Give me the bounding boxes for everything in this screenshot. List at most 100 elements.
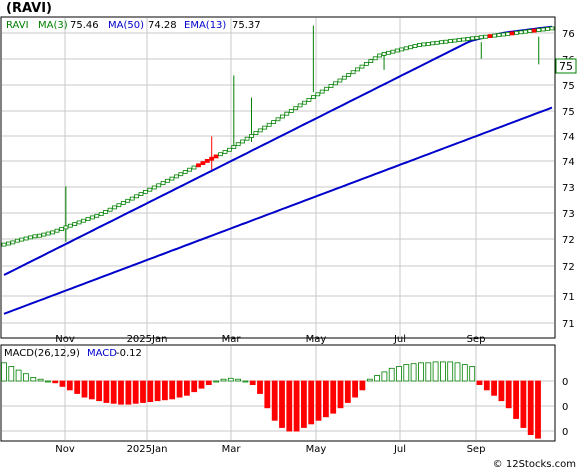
- candle: [240, 139, 246, 144]
- price-y-tick-label: 71: [562, 292, 575, 303]
- candle: [483, 34, 489, 39]
- candle: [456, 38, 462, 42]
- macd-bar: [8, 366, 15, 382]
- macd-bar: [45, 380, 51, 383]
- candle: [14, 238, 20, 243]
- macd-x-tick-label: Jul: [393, 444, 406, 455]
- macd-bar: [140, 380, 146, 403]
- candle: [120, 201, 126, 205]
- candle: [178, 172, 184, 177]
- macd-legend-value: -0.12: [116, 348, 142, 359]
- candle: [271, 120, 277, 124]
- macd-legend-label: MACD: [87, 348, 117, 359]
- candle: [50, 230, 55, 235]
- price-y-tick-label: 76: [562, 29, 575, 40]
- candle: [350, 70, 356, 75]
- candle: [386, 50, 391, 55]
- candle: [284, 111, 290, 116]
- candle: [363, 62, 369, 66]
- candle: [63, 225, 69, 230]
- candle: [253, 131, 259, 136]
- candle: [28, 235, 33, 240]
- macd-bar: [381, 371, 388, 382]
- candle: [509, 31, 515, 36]
- candle: [112, 205, 117, 210]
- candle: [222, 150, 228, 154]
- macd-y-tick-label: 0: [562, 377, 568, 388]
- macd-bar: [498, 380, 505, 402]
- macd-bar: [15, 369, 22, 382]
- last-price-label: 75: [559, 60, 573, 73]
- candle: [394, 48, 400, 53]
- candle: [19, 237, 25, 242]
- macd-bar: [396, 366, 402, 382]
- candle: [262, 125, 268, 130]
- candle: [430, 41, 436, 46]
- macd-bar: [205, 380, 212, 385]
- candle: [492, 33, 497, 38]
- price-x-tick-label: 2025Jan: [127, 334, 168, 345]
- candle: [204, 158, 210, 163]
- macd-bar: [418, 362, 424, 382]
- price-legend: RAVI MA(3) 75.46 MA(50) 74.28 EMA(13) 75…: [6, 20, 261, 31]
- price-y-tick-label: 73: [562, 209, 575, 220]
- candle: [41, 232, 47, 237]
- legend-ma50-value: 74.28: [148, 20, 177, 31]
- candle: [337, 78, 343, 83]
- macd-bar: [110, 380, 117, 404]
- macd-bar: [183, 380, 190, 396]
- candle: [399, 47, 405, 52]
- candle: [209, 156, 215, 161]
- macd-bar: [227, 377, 234, 382]
- candle: [531, 28, 537, 33]
- candle: [324, 86, 330, 91]
- candle: [231, 145, 237, 149]
- candle: [94, 213, 100, 218]
- macd-bar: [432, 361, 439, 382]
- macd-x-axis: Nov 2025Jan Mar May Jul Sep: [55, 444, 485, 455]
- macd-bar: [74, 380, 81, 394]
- macd-bar: [454, 362, 461, 382]
- macd-bar: [249, 380, 256, 385]
- candle: [54, 228, 60, 233]
- candle: [403, 46, 409, 51]
- macd-bar: [169, 380, 176, 400]
- candle: [142, 189, 148, 194]
- candle: [505, 32, 511, 36]
- ema13-line: [3, 25, 553, 276]
- macd-bar: [476, 380, 483, 385]
- macd-bar: [461, 364, 468, 382]
- macd-bar: [96, 380, 102, 402]
- macd-bar: [118, 380, 124, 405]
- candle: [45, 231, 51, 236]
- macd-bar: [308, 380, 315, 425]
- price-y-tick-label: 74: [562, 132, 575, 143]
- macd-bar: [344, 380, 351, 403]
- candle: [319, 89, 325, 94]
- candle: [116, 203, 122, 208]
- macd-bar: [520, 380, 527, 428]
- candle: [474, 35, 480, 40]
- candle: [465, 37, 471, 41]
- macd-bar: [161, 380, 168, 401]
- macd-bar: [59, 380, 66, 387]
- candle: [160, 181, 166, 185]
- legend-ema13-value: 75.37: [232, 20, 261, 31]
- macd-bar: [513, 380, 519, 419]
- candle: [514, 30, 519, 35]
- candle: [333, 81, 338, 86]
- candle: [527, 29, 533, 34]
- macd-bar: [279, 380, 285, 428]
- macd-x-tick-label: Mar: [222, 444, 242, 455]
- macd-bar: [315, 380, 322, 421]
- candle: [279, 114, 285, 119]
- candle: [461, 37, 467, 42]
- macd-bars: [1, 361, 541, 439]
- candle: [169, 176, 175, 181]
- candle: [390, 49, 396, 54]
- candle: [134, 194, 140, 199]
- candle: [244, 136, 250, 141]
- macd-bar: [88, 380, 95, 400]
- candle: [147, 187, 153, 192]
